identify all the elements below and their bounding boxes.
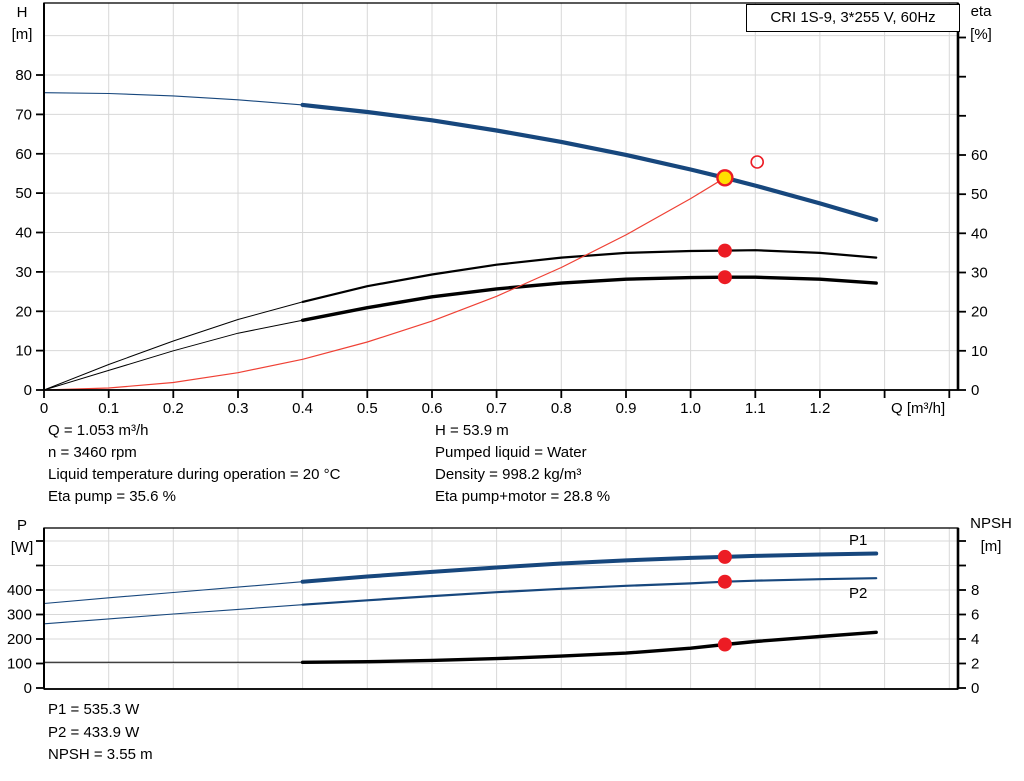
duty-point[interactable] — [716, 169, 734, 187]
x-axis-tick-label: 1.0 — [680, 400, 701, 417]
eta-pump-motor-point — [717, 270, 732, 285]
left-axis-tick-label: 40 — [15, 225, 32, 242]
right-axis-tick-label: 30 — [971, 265, 988, 282]
left-axis-tick-label: 10 — [15, 343, 32, 360]
p1-point — [717, 549, 732, 564]
eta-axis-label: eta — [970, 3, 992, 20]
p1-curve — [43, 581, 304, 605]
x-axis-tick-label: 1.2 — [809, 400, 830, 417]
left-axis-tick-label: 60 — [15, 146, 32, 163]
head-curve — [300, 102, 879, 222]
x-axis-tick-label: 0.4 — [292, 400, 313, 417]
p2-curve — [301, 577, 878, 606]
x-axis-title: Q [m³/h] — [891, 400, 945, 417]
p-axis-label: P — [16, 517, 27, 534]
info-pumped-liquid: Pumped liquid = Water — [435, 444, 587, 461]
x-axis-tick-label: 0.3 — [228, 400, 249, 417]
x-axis-tick-label: 0.6 — [422, 400, 443, 417]
info-liquid-temp: Liquid temperature during operation = 20… — [48, 466, 341, 483]
right-axis-tick-label: 2 — [971, 656, 979, 673]
x-axis-tick-label: 0.1 — [98, 400, 119, 417]
x-axis-tick-label: 0.7 — [486, 400, 507, 417]
system-curve — [43, 177, 726, 391]
right-axis-tick-label: 60 — [971, 147, 988, 164]
left-axis-tick-label: 0 — [24, 680, 32, 697]
result-p2: P2 = 433.9 W — [48, 723, 140, 741]
right-axis-tick-label: 10 — [971, 343, 988, 360]
right-axis-tick-label: 8 — [971, 582, 979, 599]
chart-border — [43, 527, 959, 690]
pump-title-box: CRI 1S-9, 3*255 V, 60Hz — [746, 4, 960, 32]
duty-info-right-column: H = 53.9 m Pumped liquid = Water Density… — [435, 420, 610, 508]
right-axis-tick-label: 0 — [971, 680, 979, 697]
info-speed: n = 3460 rpm — [48, 444, 137, 461]
info-density: Density = 998.2 kg/m³ — [435, 466, 582, 483]
x-axis-tick-label: 0.9 — [616, 400, 637, 417]
x-axis-tick-label: 0.5 — [357, 400, 378, 417]
right-axis-tick-label: 20 — [971, 304, 988, 321]
result-npsh: NPSH = 3.55 m — [48, 746, 153, 763]
p2-curve — [43, 604, 304, 625]
left-axis-tick-label: 200 — [7, 631, 32, 648]
eta-pump-motor-curve — [43, 319, 304, 391]
left-axis-tick-label: 20 — [15, 303, 32, 320]
x-axis-tick-label: 0 — [40, 400, 48, 417]
eta-pump-motor-curve — [300, 275, 878, 322]
p1-curve-label: P1 — [849, 532, 868, 549]
right-axis-tick-label: 6 — [971, 607, 979, 624]
right-axis-tick-label: 4 — [971, 631, 979, 648]
p1-curve — [300, 551, 879, 584]
left-axis-tick-label: 400 — [7, 582, 32, 599]
head-curve — [43, 92, 304, 106]
x-axis-tick-label: 1.1 — [745, 400, 766, 417]
x-axis-tick-label: 0.2 — [163, 400, 184, 417]
info-eta-pump: Eta pump = 35.6 % — [48, 488, 176, 505]
rated-duty-point — [750, 155, 765, 169]
info-eta-pump-motor: Eta pump+motor = 28.8 % — [435, 488, 611, 505]
x-axis-tick-label: 0.8 — [551, 400, 572, 417]
left-axis-tick-label: 70 — [15, 106, 32, 123]
eta-pump-curve — [43, 301, 304, 391]
left-axis-tick-label: 30 — [15, 264, 32, 281]
right-axis-tick-label: 50 — [971, 186, 988, 203]
eta-pump-point — [717, 243, 732, 258]
left-axis-tick-label: 300 — [7, 607, 32, 624]
p2-curve-label: P2 — [849, 585, 868, 602]
h-axis-unit: [m] — [11, 26, 33, 43]
duty-info-left-column: Q = 1.053 m³/h n = 3460 rpm Liquid tempe… — [48, 420, 340, 508]
info-q-flow: Q = 1.053 m³/h — [48, 422, 149, 439]
npsh-curve — [300, 630, 878, 664]
npsh-axis-label: NPSH — [970, 515, 1012, 532]
eta-axis-unit: [%] — [970, 26, 992, 43]
p2-point — [717, 574, 732, 589]
right-axis-tick-label: 40 — [971, 225, 988, 242]
eta-pump-curve — [301, 249, 878, 303]
p-axis-unit: [W] — [10, 539, 34, 556]
right-axis-tick-label: 0 — [971, 382, 979, 399]
left-axis-tick-label: 100 — [7, 656, 32, 673]
chart-border — [43, 2, 959, 391]
npsh-point — [717, 637, 732, 652]
h-axis-label: H — [16, 4, 28, 21]
npsh-axis-unit: [m] — [980, 538, 1002, 555]
result-values-block: P1 = 535.3 W P2 = 433.9 W NPSH = 3.55 m — [48, 699, 153, 767]
result-p1: P1 = 535.3 W — [48, 701, 140, 718]
left-axis-tick-label: 80 — [15, 67, 32, 84]
left-axis-tick-label: 50 — [15, 185, 32, 202]
left-axis-tick-label: 0 — [24, 382, 32, 399]
info-head: H = 53.9 m — [435, 422, 509, 439]
